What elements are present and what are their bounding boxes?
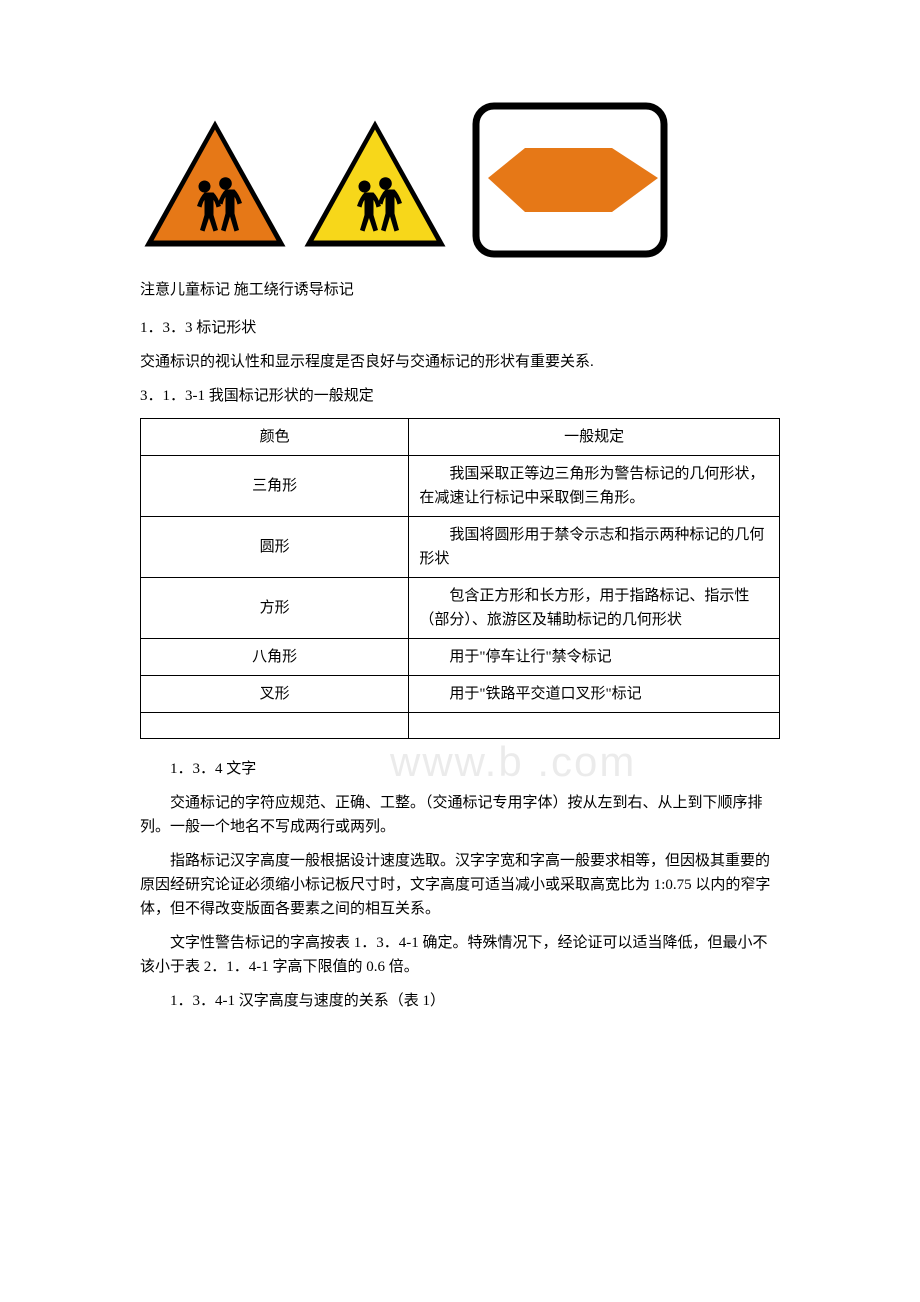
paragraph-2: 指路标记汉字高度一般根据设计速度选取。汉字字宽和字高一般要求相等，但因极其重要的… bbox=[140, 849, 780, 921]
heading-1-3-4-1: 1．3．4-1 汉字高度与速度的关系（表 1） bbox=[140, 989, 780, 1013]
table-cell-shape: 三角形 bbox=[141, 456, 409, 517]
table-cell-shape: 八角形 bbox=[141, 639, 409, 676]
table-cell-shape: 圆形 bbox=[141, 517, 409, 578]
children-warning-sign-yellow bbox=[300, 110, 450, 260]
table-header-rule: 一般规定 bbox=[409, 419, 780, 456]
table-row: 八角形 用于"停车让行"禁令标记 bbox=[141, 639, 780, 676]
table-cell-rule: 用于"停车让行"禁令标记 bbox=[409, 639, 780, 676]
heading-1-3-4: 1．3．4 文字 bbox=[140, 757, 780, 781]
page: 注意儿童标记 施工绕行诱导标记 1．3．3 标记形状 交通标识的视认性和显示程度… bbox=[140, 100, 780, 1013]
detour-arrow-sign bbox=[470, 100, 670, 260]
table-row: 方形 包含正方形和长方形，用于指路标记、指示性（部分）、旅游区及辅助标记的几何形… bbox=[141, 578, 780, 639]
table-row: 三角形 我国采取正等边三角形为警告标记的几何形状，在减速让行标记中采取倒三角形。 bbox=[141, 456, 780, 517]
children-warning-sign-orange bbox=[140, 110, 290, 260]
signs-caption: 注意儿童标记 施工绕行诱导标记 bbox=[140, 278, 780, 302]
table-cell-rule: 包含正方形和长方形，用于指路标记、指示性（部分）、旅游区及辅助标记的几何形状 bbox=[409, 578, 780, 639]
table-cell-empty bbox=[409, 713, 780, 739]
table-cell-rule: 用于"铁路平交道口叉形"标记 bbox=[409, 676, 780, 713]
signs-row bbox=[140, 100, 780, 260]
heading-1-3-3: 1．3．3 标记形状 bbox=[140, 316, 780, 340]
table-cell-rule: 我国将圆形用于禁令示志和指示两种标记的几何形状 bbox=[409, 517, 780, 578]
table-header-shape: 颜色 bbox=[141, 419, 409, 456]
shape-table: 颜色 一般规定 三角形 我国采取正等边三角形为警告标记的几何形状，在减速让行标记… bbox=[140, 418, 780, 739]
heading-1-3-3-desc: 交通标识的视认性和显示程度是否良好与交通标记的形状有重要关系. bbox=[140, 350, 780, 374]
table-cell-shape: 叉形 bbox=[141, 676, 409, 713]
table-row: 叉形 用于"铁路平交道口叉形"标记 bbox=[141, 676, 780, 713]
table-header-row: 颜色 一般规定 bbox=[141, 419, 780, 456]
table-row-empty bbox=[141, 713, 780, 739]
heading-3-1-3-1: 3．1．3-1 我国标记形状的一般规定 bbox=[140, 384, 780, 408]
table-row: 圆形 我国将圆形用于禁令示志和指示两种标记的几何形状 bbox=[141, 517, 780, 578]
table-cell-empty bbox=[141, 713, 409, 739]
table-cell-shape: 方形 bbox=[141, 578, 409, 639]
table-cell-rule: 我国采取正等边三角形为警告标记的几何形状，在减速让行标记中采取倒三角形。 bbox=[409, 456, 780, 517]
paragraph-3: 文字性警告标记的字高按表 1．3．4-1 确定。特殊情况下，经论证可以适当降低，… bbox=[140, 931, 780, 979]
paragraph-1: 交通标记的字符应规范、正确、工整。（交通标记专用字体）按从左到右、从上到下顺序排… bbox=[140, 791, 780, 839]
